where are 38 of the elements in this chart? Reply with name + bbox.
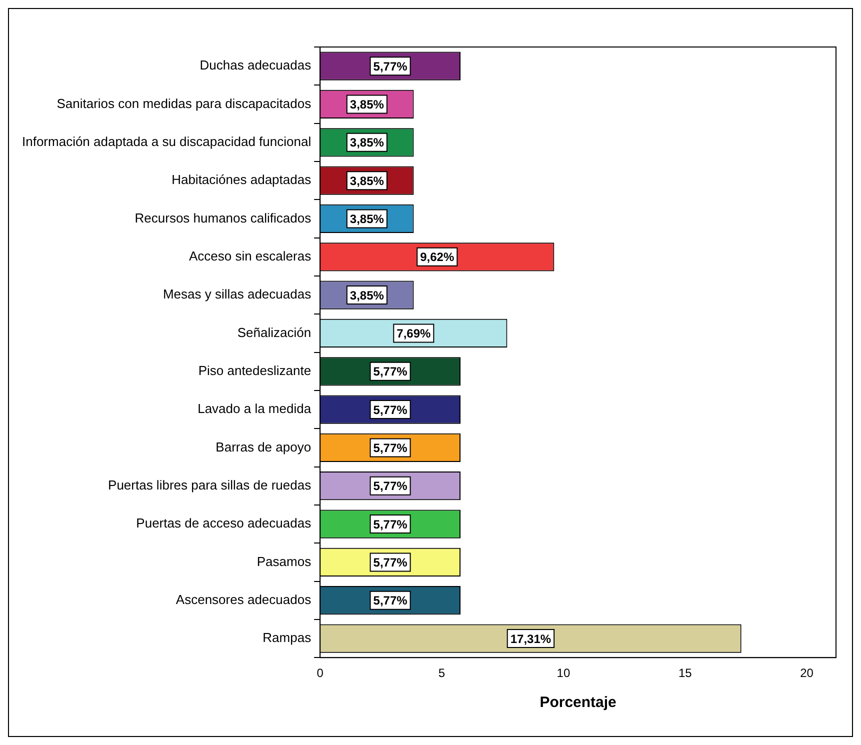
y-tick-label: Puertas de acceso adecuadas: [136, 516, 312, 531]
y-tick-label: Ascensores adecuados: [176, 592, 312, 607]
y-tick-label: Duchas adecuadas: [200, 58, 312, 73]
data-label: 5,77%: [373, 556, 408, 570]
x-tick-label: 20: [800, 666, 814, 680]
data-label: 3,85%: [350, 212, 384, 226]
y-tick-label: Señalización: [237, 324, 312, 340]
x-tick-label: 15: [678, 666, 692, 680]
y-tick-label: Mesas y sillas adecuadas: [162, 286, 312, 302]
data-label: 5,77%: [373, 59, 408, 74]
y-tick-label: Información adaptada a su discapacidad funcional: [22, 134, 312, 149]
y-tick-label: Habitaciónes adaptadas: [172, 172, 312, 188]
data-label: 5,77%: [373, 517, 408, 532]
y-tick-label: Recursos humanos calificados: [134, 210, 312, 226]
y-tick-label: Rampas: [262, 630, 312, 646]
data-label: 5,77%: [373, 594, 408, 608]
x-axis-title: Porcentaje: [540, 694, 616, 712]
x-tick-label: 10: [556, 666, 570, 680]
y-tick-label: Puertas libres para sillas de ruedas: [108, 477, 312, 492]
y-tick-label: Barras de apoyo: [216, 439, 312, 454]
data-label: 5,77%: [373, 441, 408, 456]
data-label: 5,77%: [373, 479, 408, 494]
data-label: 3,85%: [350, 174, 384, 188]
data-label: 3,85%: [350, 98, 384, 112]
y-tick-label: Piso antedeslizante: [198, 362, 312, 378]
y-tick-label: Acceso sin escaleras: [188, 248, 312, 264]
data-label: 7,69%: [396, 326, 431, 341]
x-tick-label: 5: [438, 666, 446, 680]
data-label: 9,62%: [420, 250, 454, 264]
y-tick-label: Pasamos: [256, 554, 312, 569]
x-tick-label: 0: [316, 666, 324, 680]
data-label: 3,85%: [350, 288, 384, 302]
data-label: 5,77%: [373, 402, 408, 417]
y-tick-label: Lavado a la medida: [198, 401, 312, 416]
data-label: 17,31%: [510, 632, 552, 646]
y-tick-label: Sanitarios con medidas para discapacitados: [56, 96, 312, 111]
data-label: 5,77%: [373, 364, 408, 379]
data-label: 3,85%: [350, 136, 384, 150]
